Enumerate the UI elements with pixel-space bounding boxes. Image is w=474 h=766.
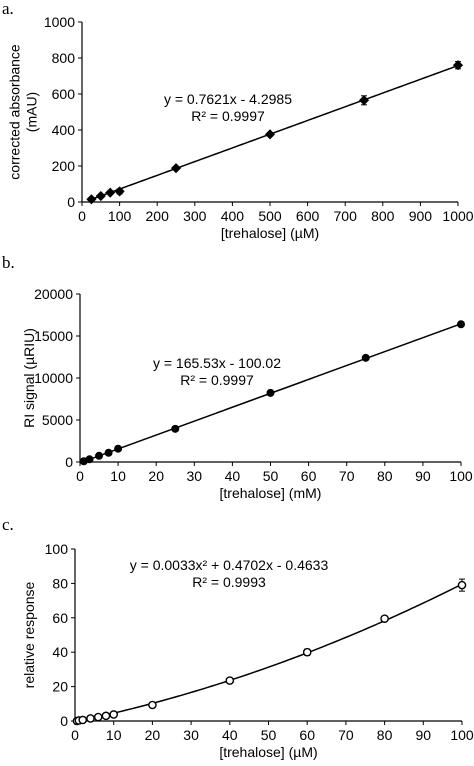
x-tick-label: 0 <box>78 208 86 224</box>
y-tick-label: 60 <box>52 610 68 626</box>
panel-label: c. <box>2 515 14 534</box>
x-axis-title: [trehalose] (mM) <box>220 485 322 501</box>
x-tick-label: 30 <box>183 727 199 743</box>
fit-r-squared: R² = 0.9997 <box>180 372 254 388</box>
fit-r-squared: R² = 0.9997 <box>191 108 265 124</box>
x-axis-title: [trehalose] (µM) <box>221 225 319 241</box>
data-point <box>452 60 464 71</box>
panel-label: b. <box>2 253 15 272</box>
x-tick-label: 50 <box>263 468 279 484</box>
x-tick-label: 40 <box>225 468 241 484</box>
y-tick-label: 200 <box>52 158 76 174</box>
y-tick-label: 40 <box>52 644 68 660</box>
data-point <box>358 95 370 106</box>
data-point <box>456 320 465 329</box>
fit-equation: y = 0.0033x² + 0.4702x - 0.4633 <box>130 557 329 573</box>
y-tick-label: 100 <box>45 541 69 557</box>
data-point <box>171 424 180 433</box>
x-tick-label: 10 <box>110 468 126 484</box>
x-tick-label: 800 <box>371 208 395 224</box>
y-tick-label: 0 <box>67 194 75 210</box>
data-point <box>104 448 113 457</box>
chart-panel-2: b. 0 5000 10000 15000 20000 0 10 20 30 40 50 60 70 80 9… <box>2 253 473 501</box>
data-point <box>114 186 125 197</box>
data-point <box>86 194 97 205</box>
data-point <box>266 388 275 397</box>
trendline <box>76 583 463 723</box>
x-tick-label: 200 <box>146 208 170 224</box>
y-tick-label: 1000 <box>44 14 75 30</box>
y-tick-label: 0 <box>60 713 68 729</box>
data-point <box>109 710 118 719</box>
x-tick-label: 100 <box>108 208 132 224</box>
y-tick-label: 5000 <box>42 412 73 428</box>
y-tick-label: 10000 <box>34 370 73 386</box>
data-point <box>225 676 235 685</box>
x-tick-label: 500 <box>258 208 282 224</box>
y-tick-label: 20000 <box>34 286 73 302</box>
x-tick-label: 30 <box>187 468 203 484</box>
data-point <box>105 187 116 198</box>
y-axis-title: relative response <box>21 581 37 688</box>
y-axis-title: corrected absorbance <box>7 44 23 180</box>
y-tick-label: 0 <box>65 454 73 470</box>
y-tick-label: 600 <box>52 86 76 102</box>
x-tick-label: 20 <box>148 468 164 484</box>
x-tick-label: 90 <box>415 468 431 484</box>
fit-r-squared: R² = 0.9993 <box>192 574 266 590</box>
chart-panel-1: a. 0 200 400 600 800 1000 0 100 200 300 400 500 600 70… <box>2 0 474 241</box>
x-tick-label: 60 <box>299 727 315 743</box>
x-tick-label: 40 <box>222 727 238 743</box>
fit-equation: y = 165.53x - 100.02 <box>153 355 281 371</box>
y-tick-label: 800 <box>52 50 76 66</box>
panel-label: a. <box>2 0 14 18</box>
x-tick-label: 100 <box>450 727 474 743</box>
data-point <box>457 580 467 590</box>
y-tick-label: 15000 <box>34 328 73 344</box>
x-tick-label: 1000 <box>442 208 473 224</box>
data-point <box>95 190 106 202</box>
x-tick-label: 60 <box>301 468 317 484</box>
chart-panel-3: c. 0 20 40 60 80 100 0 10 20 30 40 50 60 70 80 90 100 [tre… <box>2 515 474 760</box>
fit-equation: y = 0.7621x - 4.2985 <box>164 91 292 107</box>
x-tick-label: 300 <box>183 208 207 224</box>
data-point <box>85 455 94 464</box>
y-tick-label: 80 <box>52 575 68 591</box>
x-tick-label: 0 <box>76 468 84 484</box>
data-point <box>302 647 312 657</box>
trendline <box>91 64 459 201</box>
x-tick-label: 50 <box>261 727 277 743</box>
x-tick-label: 100 <box>449 468 473 484</box>
x-tick-label: 0 <box>71 727 79 743</box>
data-point <box>380 614 389 623</box>
x-axis-title: [trehalose] (µM) <box>219 744 317 760</box>
x-tick-label: 600 <box>296 208 320 224</box>
data-point <box>148 700 157 710</box>
data-point <box>78 715 88 725</box>
y-tick-label: 400 <box>52 122 76 138</box>
x-tick-label: 10 <box>106 727 122 743</box>
data-point <box>361 353 370 362</box>
y-tick-label: 20 <box>52 679 68 695</box>
x-tick-label: 20 <box>145 727 161 743</box>
data-point <box>114 444 123 453</box>
data-point <box>264 129 276 140</box>
x-tick-label: 90 <box>416 727 432 743</box>
x-tick-label: 70 <box>339 468 355 484</box>
data-point <box>101 711 111 721</box>
x-tick-label: 70 <box>338 727 354 743</box>
x-tick-label: 80 <box>377 727 393 743</box>
x-tick-label: 900 <box>409 208 433 224</box>
x-tick-label: 80 <box>377 468 393 484</box>
y-axis-title: RI signal (µRIU) <box>21 328 37 428</box>
y-axis-title: (mAU) <box>24 92 40 132</box>
data-point <box>86 714 95 723</box>
x-tick-label: 400 <box>221 208 245 224</box>
x-tick-label: 700 <box>334 208 358 224</box>
data-point <box>95 451 104 460</box>
data-point <box>170 163 182 174</box>
data-point <box>93 712 103 722</box>
